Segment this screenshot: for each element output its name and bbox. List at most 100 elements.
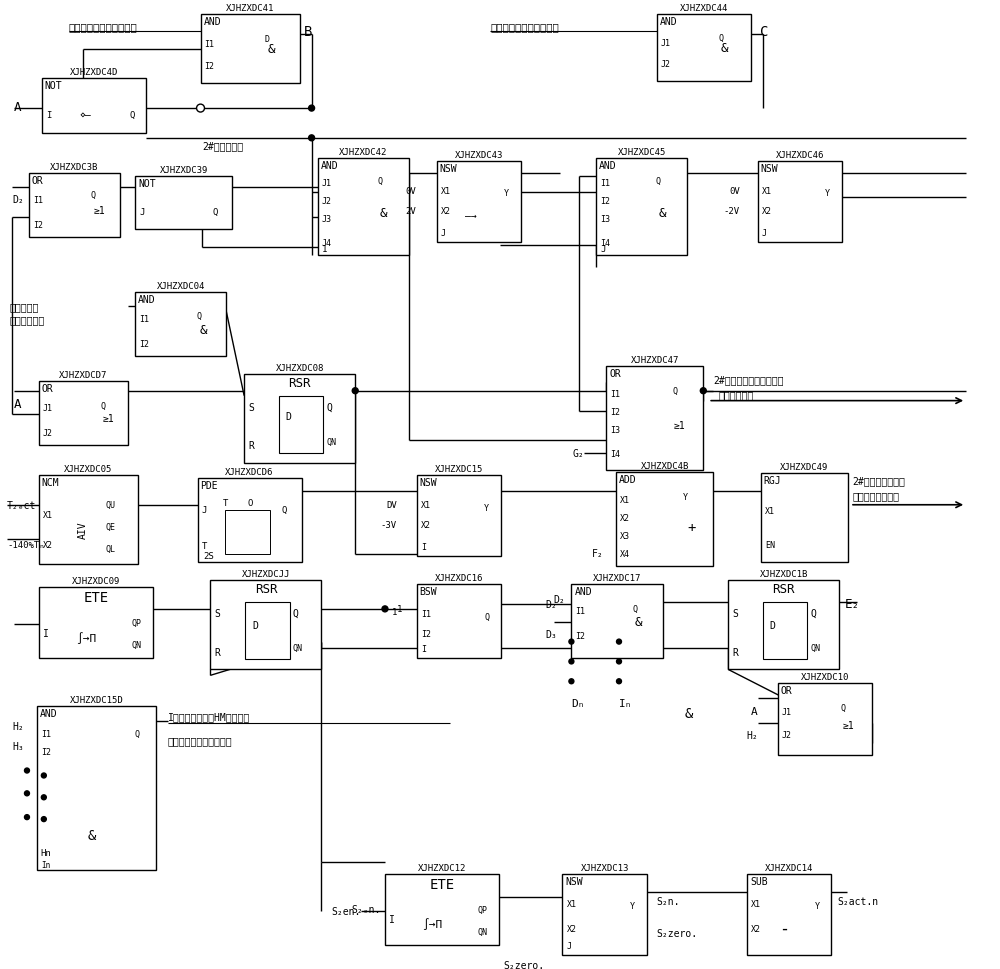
Text: 0V: 0V bbox=[405, 187, 416, 196]
Text: X1: X1 bbox=[762, 187, 772, 196]
Text: EN: EN bbox=[765, 541, 775, 549]
Text: D: D bbox=[265, 35, 270, 44]
Text: ⋄—: ⋄— bbox=[80, 109, 91, 120]
Text: X2: X2 bbox=[43, 541, 53, 549]
Text: I1: I1 bbox=[575, 607, 585, 615]
Circle shape bbox=[569, 640, 574, 644]
Text: J4: J4 bbox=[321, 239, 331, 248]
Text: 矫直辊轴向手动伸出指令: 矫直辊轴向手动伸出指令 bbox=[69, 21, 137, 32]
Text: SUB: SUB bbox=[750, 876, 768, 886]
Circle shape bbox=[617, 659, 621, 664]
Text: 2V: 2V bbox=[405, 206, 416, 215]
Text: XJHZXDC08: XJHZXDC08 bbox=[275, 363, 324, 372]
Text: S: S bbox=[732, 609, 738, 618]
Text: S: S bbox=[248, 402, 254, 412]
Bar bbox=[606, 366, 703, 471]
Text: &: & bbox=[635, 615, 642, 629]
Text: Q: Q bbox=[673, 387, 678, 395]
Text: X2: X2 bbox=[751, 923, 761, 933]
Text: AND: AND bbox=[574, 586, 592, 597]
Circle shape bbox=[700, 389, 706, 394]
Text: NCM: NCM bbox=[42, 478, 59, 487]
Text: Iₙ: Iₙ bbox=[619, 699, 633, 708]
Text: I1: I1 bbox=[421, 610, 431, 618]
Text: A: A bbox=[14, 101, 22, 113]
Text: Hn: Hn bbox=[41, 849, 52, 858]
Text: R: R bbox=[248, 441, 254, 451]
Text: 位置校正指令: 位置校正指令 bbox=[9, 315, 44, 325]
Text: XJHZXDC1B: XJHZXDC1B bbox=[759, 570, 808, 578]
Bar bbox=[616, 473, 713, 567]
Text: ADD: ADD bbox=[619, 475, 637, 484]
Text: XJHZXDC4B: XJHZXDC4B bbox=[640, 461, 689, 471]
Text: T: T bbox=[202, 542, 207, 550]
Text: S₂ₑn.: S₂ₑn. bbox=[352, 904, 381, 915]
Bar bbox=[135, 293, 226, 357]
Text: I: I bbox=[389, 915, 395, 924]
Text: XJHZXDC46: XJHZXDC46 bbox=[776, 150, 824, 160]
Text: XJHZXDC17: XJHZXDC17 bbox=[593, 574, 641, 582]
Text: D: D bbox=[252, 620, 258, 630]
Circle shape bbox=[309, 136, 315, 141]
Text: XJHZXDC44: XJHZXDC44 bbox=[680, 4, 728, 13]
Text: D₂: D₂ bbox=[12, 195, 24, 205]
Text: NSW: NSW bbox=[440, 164, 457, 173]
Text: NOT: NOT bbox=[45, 81, 62, 91]
Text: -2V: -2V bbox=[724, 206, 740, 215]
Text: I1: I1 bbox=[600, 178, 610, 188]
Text: 2#矫直辊轴向传动: 2#矫直辊轴向传动 bbox=[852, 476, 905, 485]
Text: D: D bbox=[770, 620, 776, 630]
Text: A: A bbox=[751, 706, 758, 716]
Text: I1: I1 bbox=[610, 390, 620, 399]
Text: X1: X1 bbox=[620, 496, 630, 505]
Text: ≥1: ≥1 bbox=[102, 414, 114, 424]
Bar bbox=[385, 874, 499, 945]
Text: QP: QP bbox=[477, 905, 487, 914]
Text: NOT: NOT bbox=[138, 178, 156, 188]
Text: &: & bbox=[268, 43, 275, 56]
Text: —→: —→ bbox=[465, 211, 477, 221]
Bar bbox=[39, 476, 138, 565]
Text: XJHZXDC47: XJHZXDC47 bbox=[631, 356, 679, 364]
Text: NSW: NSW bbox=[565, 876, 583, 886]
Text: J2: J2 bbox=[661, 60, 671, 69]
Text: &: & bbox=[87, 828, 96, 842]
Text: I3: I3 bbox=[610, 425, 620, 434]
Bar bbox=[29, 173, 120, 237]
Text: J2: J2 bbox=[782, 731, 792, 739]
Circle shape bbox=[617, 679, 621, 684]
Text: T₂ₑct: T₂ₑct bbox=[7, 500, 37, 511]
Text: XJHZXDC42: XJHZXDC42 bbox=[339, 147, 387, 157]
Bar bbox=[657, 15, 751, 82]
Text: QL: QL bbox=[105, 545, 115, 553]
Text: X1: X1 bbox=[43, 511, 53, 519]
Text: Q: Q bbox=[197, 312, 202, 321]
Bar bbox=[318, 159, 409, 256]
Text: +: + bbox=[687, 520, 696, 534]
Text: Dₙ: Dₙ bbox=[571, 699, 585, 708]
Text: 2#矫直辊轴向传动逆变器: 2#矫直辊轴向传动逆变器 bbox=[713, 374, 784, 385]
Text: RSR: RSR bbox=[288, 376, 311, 390]
Text: F₂: F₂ bbox=[591, 548, 603, 559]
Text: OR: OR bbox=[781, 685, 792, 696]
Text: XJHZXDC12: XJHZXDC12 bbox=[418, 862, 466, 872]
Text: D₃: D₃ bbox=[546, 629, 558, 639]
Text: I（显示在矫直机HM画面上）: I（显示在矫直机HM画面上） bbox=[168, 711, 250, 721]
Text: XJHZXDC41: XJHZXDC41 bbox=[226, 4, 274, 13]
Circle shape bbox=[352, 389, 358, 394]
Text: D₂: D₂ bbox=[546, 599, 558, 610]
Text: NSW: NSW bbox=[420, 478, 437, 487]
Text: I2: I2 bbox=[575, 632, 585, 641]
Bar bbox=[225, 511, 270, 555]
Text: Y: Y bbox=[504, 189, 509, 199]
Bar bbox=[571, 584, 663, 659]
Text: Y: Y bbox=[814, 901, 819, 911]
Circle shape bbox=[41, 795, 46, 800]
Text: QN: QN bbox=[131, 641, 141, 649]
Text: ≥1: ≥1 bbox=[674, 421, 685, 431]
Bar bbox=[758, 162, 842, 242]
Bar bbox=[245, 603, 290, 660]
Text: XJHZXDCD7: XJHZXDCD7 bbox=[59, 370, 108, 380]
Text: Q: Q bbox=[282, 506, 287, 515]
Text: AND: AND bbox=[138, 295, 156, 304]
